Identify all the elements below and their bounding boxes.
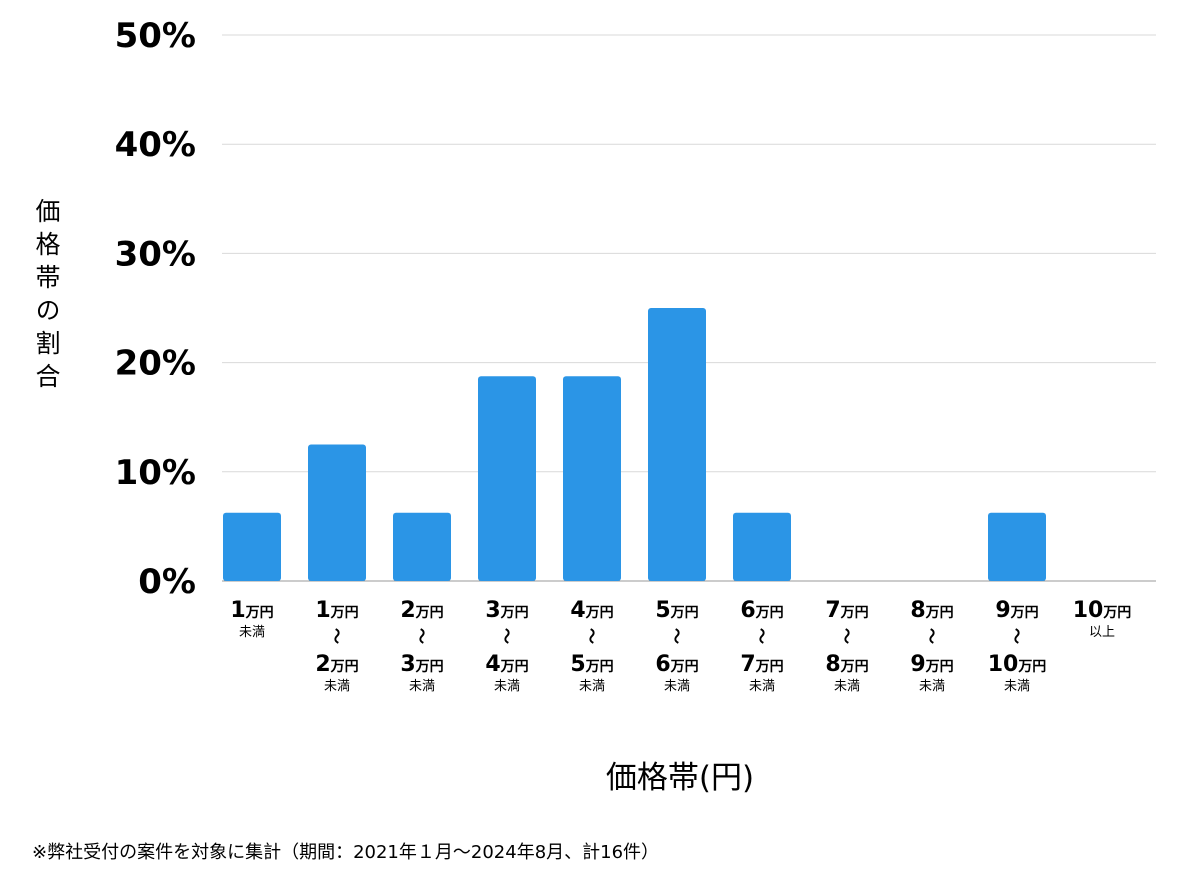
x-tick-suffix: 未満 [324,679,350,694]
y-axis-label: 価格帯の割合 [32,198,61,396]
x-tick-label: 4万円 [485,652,528,677]
x-tick-range-mark: 〜 [752,628,771,644]
x-tick-label: 1万円 [315,598,358,623]
x-tick-suffix: 以上 [1089,625,1115,640]
y-tick-label: 40% [115,125,196,165]
x-tick-label: 6万円 [740,598,783,623]
y-tick-label: 10% [115,453,196,493]
bar [223,512,281,581]
x-tick-range-mark: 〜 [922,628,941,644]
footnote: ※弊社受付の案件を対象に集計（期間：2021年１月〜2024年8月、計16件） [32,842,660,863]
x-tick-suffix: 未満 [664,679,690,694]
bar [478,376,536,581]
x-tick-label: 3万円 [485,598,528,623]
x-tick-range-mark: 〜 [412,628,431,644]
bar [988,512,1046,581]
y-tick-label: 20% [115,344,196,384]
x-tick-label: 3万円 [400,652,443,677]
x-tick-label: 9万円 [995,598,1038,623]
x-tick-range-mark: 〜 [327,628,346,644]
x-tick-suffix: 未満 [919,679,945,694]
bar [648,308,706,581]
x-tick-label: 6万円 [655,652,698,677]
bar [308,444,366,581]
x-tick-label: 10万円 [988,652,1047,677]
x-tick-label: 7万円 [740,652,783,677]
x-tick-suffix: 未満 [749,679,775,694]
y-tick-label: 50% [115,16,196,56]
x-tick-range-mark: 〜 [497,628,516,644]
x-tick-range-mark: 〜 [837,628,856,644]
x-tick-label: 5万円 [655,598,698,623]
x-tick-suffix: 未満 [1004,679,1030,694]
x-tick-label: 10万円 [1073,598,1132,623]
x-tick-label: 2万円 [315,652,358,677]
y-tick-label: 0% [138,562,196,602]
x-tick-suffix: 未満 [579,679,605,694]
bar [733,512,791,581]
x-tick-label: 4万円 [570,598,613,623]
x-tick-range-mark: 〜 [667,628,686,644]
x-tick-range-mark: 〜 [1007,628,1026,644]
x-tick-label: 7万円 [825,598,868,623]
x-tick-label: 1万円 [230,598,273,623]
x-tick-label: 2万円 [400,598,443,623]
x-axis-label: 価格帯(円) [605,760,755,796]
x-tick-range-mark: 〜 [582,628,601,644]
x-tick-label: 5万円 [570,652,613,677]
y-tick-label: 30% [115,234,196,274]
bar [563,376,621,581]
x-tick-label: 8万円 [910,598,953,623]
x-tick-suffix: 未満 [834,679,860,694]
x-tick-suffix: 未満 [409,679,435,694]
x-tick-suffix: 未満 [494,679,520,694]
bar [393,512,451,581]
x-tick-label: 8万円 [825,652,868,677]
x-tick-label: 9万円 [910,652,953,677]
x-tick-suffix: 未満 [239,625,265,640]
